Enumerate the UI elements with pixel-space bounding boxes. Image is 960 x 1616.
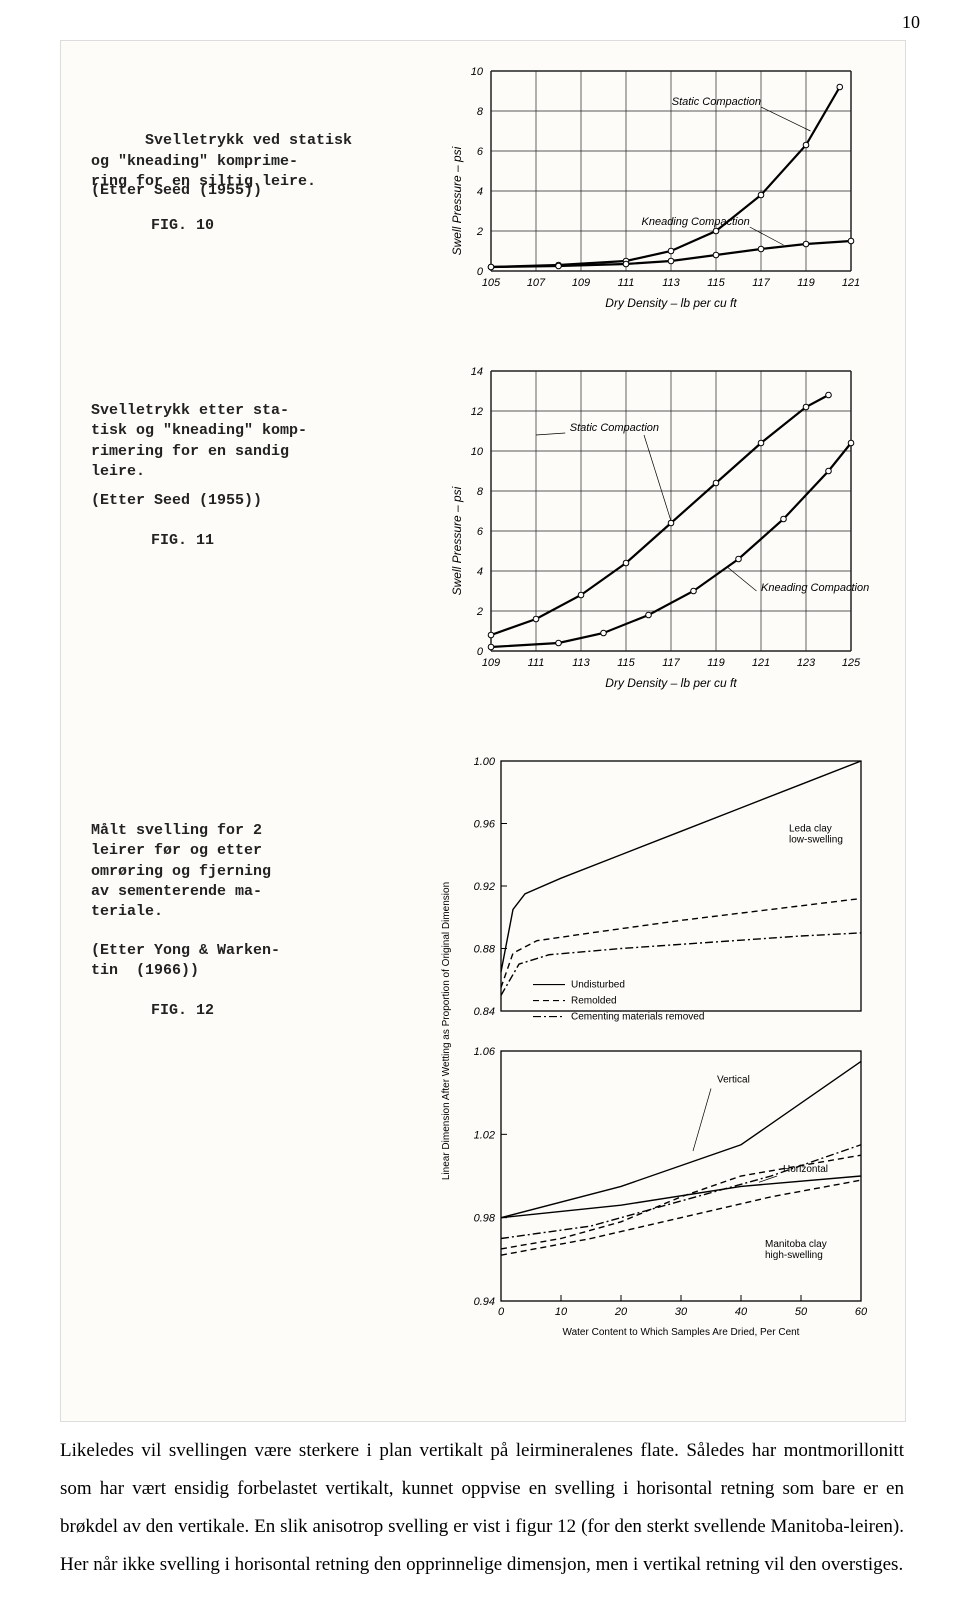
- fig12-caption: Målt svelling for 2 leirer før og etter …: [91, 821, 271, 922]
- fig11-source: (Etter Seed (1955)): [91, 491, 262, 511]
- svg-text:115: 115: [617, 657, 635, 669]
- svg-text:109: 109: [482, 657, 500, 669]
- svg-text:20: 20: [614, 1306, 628, 1318]
- svg-text:1.00: 1.00: [474, 756, 496, 768]
- scanned-figure-area: Svelletrykk ved statisk og "kneading" ko…: [60, 40, 906, 1422]
- fig11-chart: 109 111 113 115 117 119 121 123 125 0 2 4 6 8 10 12 14 Dr…: [431, 351, 891, 701]
- page: 10 Svelletrykk ved statisk og "kneading"…: [0, 0, 960, 1616]
- svg-text:10: 10: [555, 1306, 568, 1318]
- svg-text:115: 115: [707, 277, 725, 289]
- svg-text:6: 6: [477, 146, 484, 158]
- svg-text:111: 111: [528, 657, 545, 669]
- svg-text:10: 10: [471, 66, 484, 78]
- svg-text:0: 0: [477, 646, 484, 658]
- svg-text:50: 50: [795, 1306, 808, 1318]
- svg-text:2: 2: [476, 226, 483, 238]
- svg-text:Cementing materials removed: Cementing materials removed: [571, 1012, 704, 1023]
- svg-text:0.92: 0.92: [474, 881, 495, 893]
- svg-text:Vertical: Vertical: [717, 1074, 750, 1085]
- fig10-chart: 105 107 109 111 113 115 117 119 121 0 2 4 6 8 10 Dry De…: [431, 51, 891, 321]
- svg-text:117: 117: [662, 657, 680, 669]
- svg-text:117: 117: [752, 277, 770, 289]
- svg-text:12: 12: [471, 406, 483, 418]
- svg-text:4: 4: [477, 186, 483, 198]
- svg-text:0: 0: [498, 1306, 505, 1318]
- svg-text:Manitoba clayhigh-swelling: Manitoba clayhigh-swelling: [765, 1239, 827, 1261]
- svg-text:119: 119: [707, 657, 725, 669]
- svg-text:Kneading Compaction: Kneading Compaction: [642, 216, 750, 228]
- fig12-source: (Etter Yong & Warken- tin (1966)): [91, 941, 280, 982]
- svg-text:Linear Dimension After Wetting: Linear Dimension After Wetting as Propor…: [441, 882, 452, 1180]
- svg-text:Water Content to Which Samples: Water Content to Which Samples Are Dried…: [563, 1327, 800, 1338]
- svg-text:2: 2: [476, 606, 483, 618]
- svg-text:30: 30: [675, 1306, 688, 1318]
- svg-text:0.98: 0.98: [474, 1213, 496, 1225]
- svg-text:121: 121: [842, 277, 860, 289]
- fig12-chart: 0.84 0.88 0.92 0.96 1.00 0.94 0.98 1.02 1.06 0 10 2…: [421, 741, 901, 1381]
- svg-text:0.88: 0.88: [474, 944, 496, 956]
- svg-text:Swell Pressure – psi: Swell Pressure – psi: [450, 146, 464, 255]
- page-number: 10: [902, 12, 920, 33]
- svg-text:40: 40: [735, 1306, 748, 1318]
- svg-text:8: 8: [477, 106, 484, 118]
- svg-text:111: 111: [618, 277, 635, 289]
- svg-text:0.96: 0.96: [474, 819, 496, 831]
- svg-text:107: 107: [527, 277, 546, 289]
- svg-text:0.94: 0.94: [474, 1296, 495, 1308]
- svg-text:6: 6: [477, 526, 484, 538]
- svg-text:Horizontal: Horizontal: [783, 1164, 828, 1175]
- svg-text:0: 0: [477, 266, 484, 278]
- svg-text:105: 105: [482, 277, 501, 289]
- svg-text:60: 60: [855, 1306, 868, 1318]
- svg-text:0.84: 0.84: [474, 1006, 495, 1018]
- svg-text:123: 123: [797, 657, 816, 669]
- svg-text:Remolded: Remolded: [571, 996, 617, 1007]
- svg-text:4: 4: [477, 566, 483, 578]
- fig10-source: (Etter Seed (1955)): [91, 181, 262, 201]
- fig10-label: FIG. 10: [151, 216, 214, 236]
- body-paragraph: Likeledes vil svellingen være sterkere i…: [60, 1432, 904, 1584]
- svg-text:Static Compaction: Static Compaction: [672, 96, 761, 108]
- svg-text:10: 10: [471, 446, 484, 458]
- fig12-label: FIG. 12: [151, 1001, 214, 1021]
- svg-text:8: 8: [477, 486, 484, 498]
- svg-text:113: 113: [572, 657, 590, 669]
- svg-text:Kneading Compaction: Kneading Compaction: [761, 582, 869, 594]
- svg-text:1.06: 1.06: [474, 1046, 496, 1058]
- svg-text:Leda claylow-swelling: Leda claylow-swelling: [789, 823, 843, 845]
- svg-text:121: 121: [752, 657, 770, 669]
- svg-text:Swell Pressure – psi: Swell Pressure – psi: [450, 486, 464, 595]
- svg-text:119: 119: [797, 277, 815, 289]
- svg-text:125: 125: [842, 657, 861, 669]
- svg-text:14: 14: [471, 366, 483, 378]
- fig11-label: FIG. 11: [151, 531, 214, 551]
- svg-text:Static Compaction: Static Compaction: [570, 422, 659, 434]
- svg-text:109: 109: [572, 277, 590, 289]
- svg-text:113: 113: [662, 277, 680, 289]
- fig11-caption: Svelletrykk etter sta- tisk og "kneading…: [91, 401, 307, 482]
- svg-text:1.02: 1.02: [474, 1129, 495, 1141]
- svg-text:Dry Density – lb per cu ft: Dry Density – lb per cu ft: [605, 676, 737, 690]
- svg-text:Dry Density – lb per cu ft: Dry Density – lb per cu ft: [605, 296, 737, 310]
- svg-text:Undisturbed: Undisturbed: [571, 980, 625, 991]
